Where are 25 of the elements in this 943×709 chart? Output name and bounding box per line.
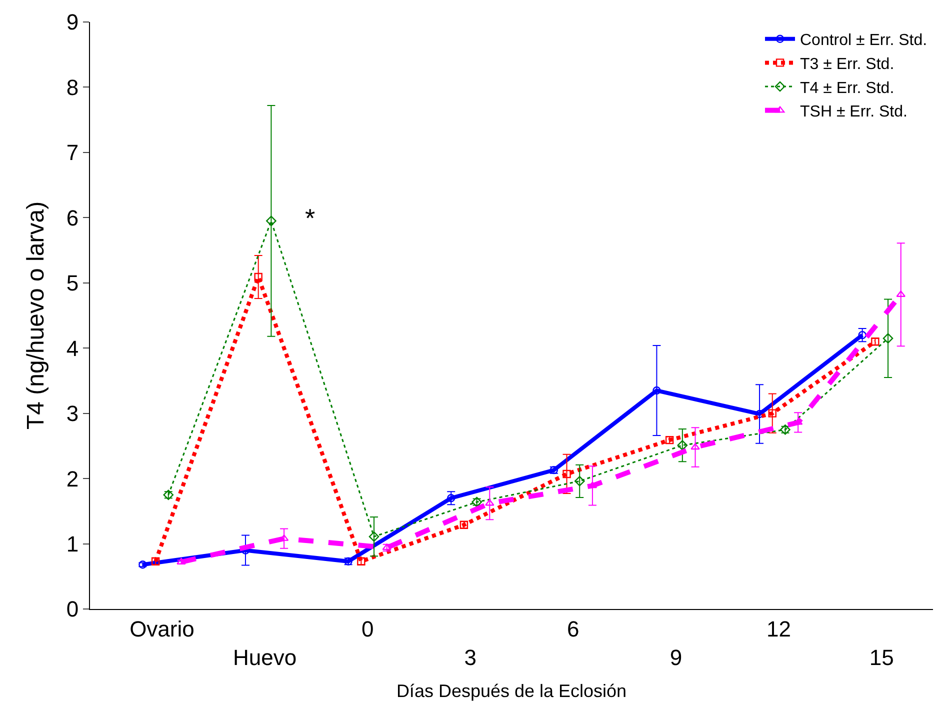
x-tick-label: 6 xyxy=(567,616,580,642)
x-tick-label: 0 xyxy=(361,616,374,642)
y-tick-label: 0 xyxy=(66,596,79,622)
x-axis-title: Días Después de la Eclosión xyxy=(396,681,627,702)
x-tick-label: 9 xyxy=(670,645,682,670)
legend-label: TSH ± Err. Std. xyxy=(800,104,908,121)
y-axis-title: T4 (ng/huevo o larva) xyxy=(22,201,50,430)
x-tick-label: 3 xyxy=(464,645,477,670)
y-tick-label: 8 xyxy=(66,74,79,100)
y-tick-label: 9 xyxy=(66,10,79,35)
y-tick-label: 4 xyxy=(66,336,79,361)
x-tick-label: 15 xyxy=(869,645,894,670)
x-tick-label: Huevo xyxy=(232,645,297,670)
y-tick-label: 7 xyxy=(66,140,79,166)
y-tick-label: 6 xyxy=(66,205,79,230)
legend-label: T4 ± Err. Std. xyxy=(800,80,894,97)
legend-label: Control ± Err. Std. xyxy=(800,32,928,50)
annotation: * xyxy=(305,203,316,233)
y-tick-label: 2 xyxy=(66,466,79,492)
y-tick-label: 3 xyxy=(66,401,79,426)
y-tick-label: 5 xyxy=(66,270,79,296)
x-tick-label: 12 xyxy=(766,616,792,642)
y-tick-label: 1 xyxy=(66,531,79,556)
legend-label: T3 ± Err. Std. xyxy=(800,56,894,73)
x-tick-label: Ovario xyxy=(130,616,194,642)
